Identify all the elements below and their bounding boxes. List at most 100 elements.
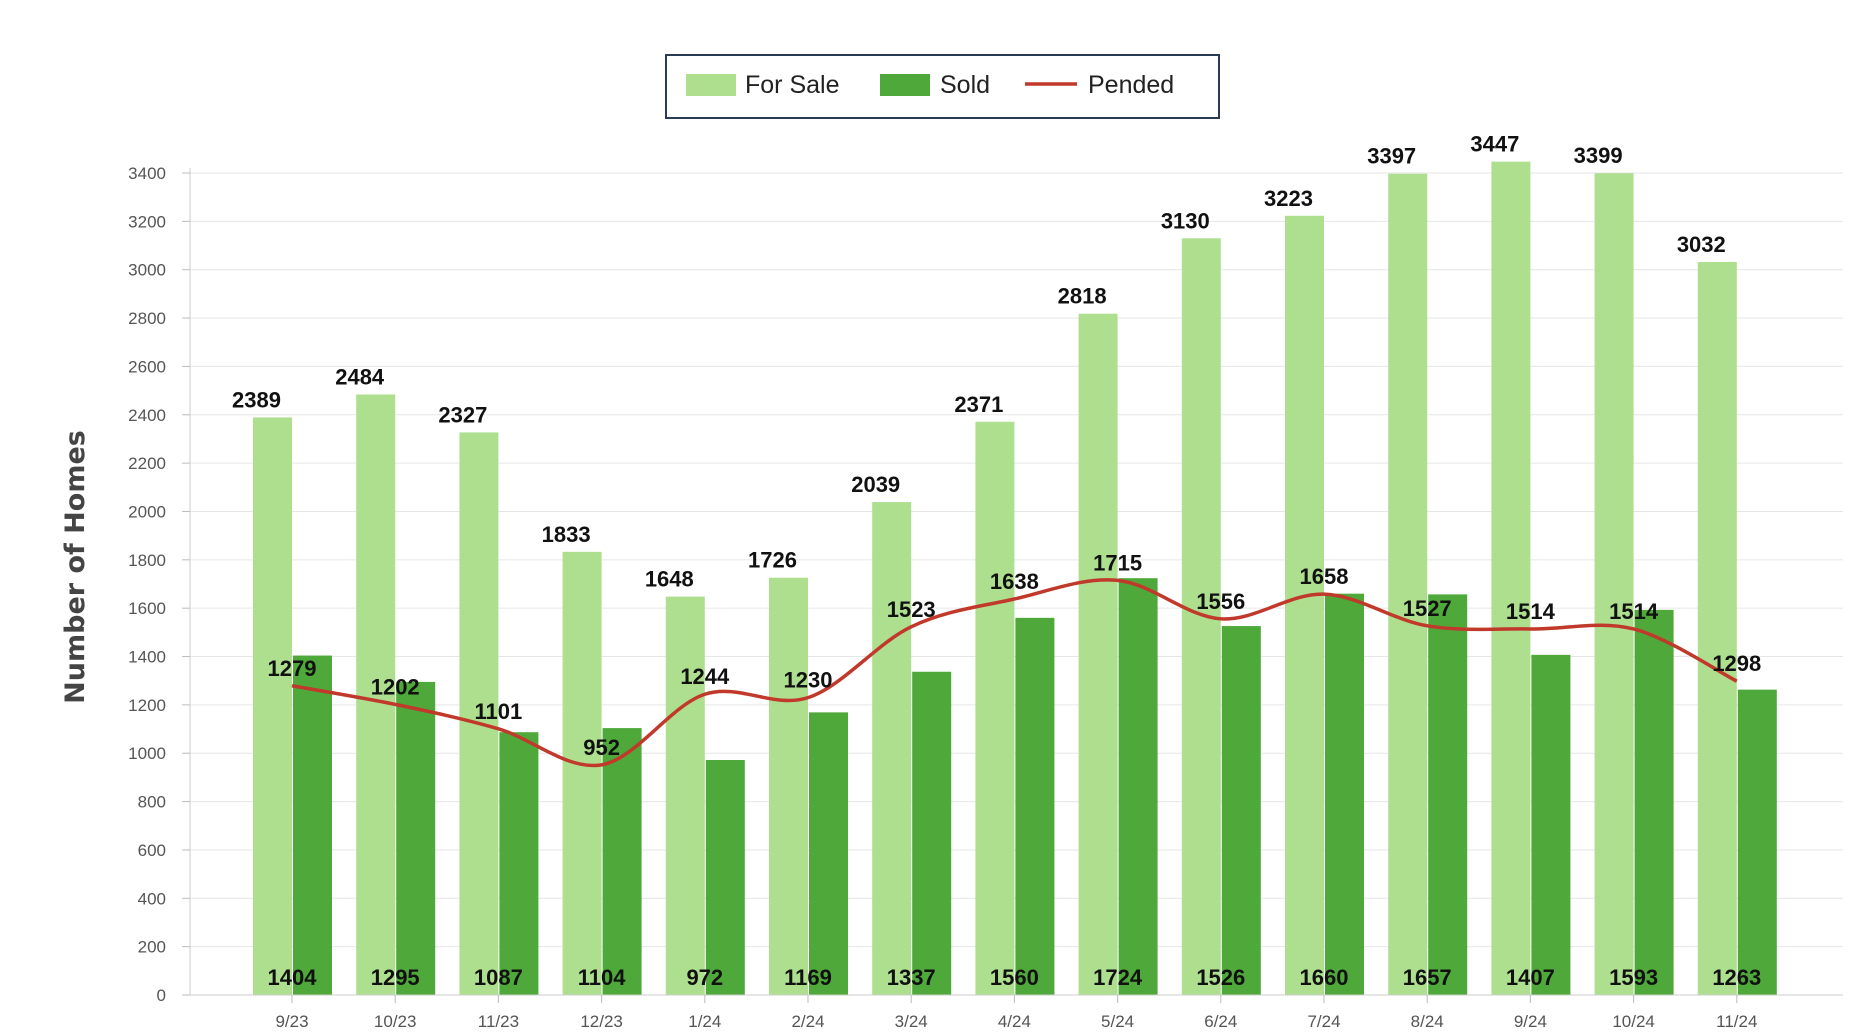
y-tick-label: 3400 xyxy=(128,164,166,183)
data-label-pended: 1514 xyxy=(1609,599,1659,624)
x-tick-label: 12/23 xyxy=(580,1012,623,1031)
data-label-for-sale: 3397 xyxy=(1367,144,1416,169)
legend-box xyxy=(665,54,1220,119)
data-label-for-sale: 3130 xyxy=(1161,208,1210,233)
data-labels: 2389 1404 2484 1295 2327 1087 1833 1104 1648 972 1… xyxy=(232,132,1761,990)
data-label-pended: 1230 xyxy=(784,668,833,693)
data-label-pended: 1279 xyxy=(268,656,317,681)
data-label-pended: 1523 xyxy=(887,597,936,622)
y-tick-label: 2400 xyxy=(128,406,166,425)
bar-for-sale xyxy=(356,394,396,995)
x-tick-label: 7/24 xyxy=(1307,1012,1340,1031)
x-axis: 9/23 10/23 11/23 12/23 1/24 2/24 3/24 4/24 5/24 6… xyxy=(190,994,1843,1031)
x-tick-label: 6/24 xyxy=(1204,1012,1237,1031)
data-label-sold: 1407 xyxy=(1506,965,1555,990)
data-label-sold: 1169 xyxy=(784,965,832,990)
x-tick-label: 2/24 xyxy=(791,1012,824,1031)
data-label-for-sale: 3032 xyxy=(1677,232,1726,257)
bar-for-sale xyxy=(562,551,602,995)
bar-for-sale xyxy=(1078,313,1118,996)
y-tick-label: 2000 xyxy=(128,502,166,521)
data-label-pended: 1658 xyxy=(1300,564,1349,589)
bar-for-sale xyxy=(975,421,1015,995)
data-label-pended: 1715 xyxy=(1093,550,1142,575)
data-label-sold: 1526 xyxy=(1196,965,1245,990)
x-tick-label: 4/24 xyxy=(998,1012,1031,1031)
data-label-pended: 1244 xyxy=(680,664,730,689)
data-label-pended: 1514 xyxy=(1506,599,1556,624)
bar-sold xyxy=(1015,617,1055,995)
bar-sold xyxy=(602,728,642,995)
data-label-pended: 1638 xyxy=(990,569,1039,594)
x-tick-label: 11/23 xyxy=(478,1012,519,1031)
bar-sold xyxy=(1531,654,1571,995)
data-label-sold: 1295 xyxy=(371,965,420,990)
x-tick-label: 10/23 xyxy=(374,1012,417,1031)
x-tick-label: 1/24 xyxy=(688,1012,721,1031)
y-tick-label: 1000 xyxy=(128,744,166,763)
x-tick-label: 11/24 xyxy=(1716,1012,1757,1031)
data-label-pended: 1298 xyxy=(1712,651,1761,676)
pended-line xyxy=(291,578,1738,768)
bar-sold xyxy=(499,732,539,995)
data-label-sold: 1660 xyxy=(1300,965,1349,990)
y-axis-label: Number of Homes xyxy=(60,430,91,704)
data-label-pended: 952 xyxy=(583,735,620,760)
bar-for-sale xyxy=(1697,261,1737,995)
y-tick-label: 1800 xyxy=(128,551,166,570)
bars xyxy=(253,161,1777,996)
bar-for-sale xyxy=(1285,215,1324,995)
x-tick-label: 10/24 xyxy=(1612,1012,1655,1031)
y-tick-label: 3200 xyxy=(128,212,166,231)
data-label-for-sale: 2327 xyxy=(438,402,487,427)
data-label-sold: 972 xyxy=(686,965,723,990)
data-label-sold: 1724 xyxy=(1093,965,1143,990)
y-tick-label: 2600 xyxy=(128,357,166,376)
bar-sold xyxy=(1428,594,1468,995)
bar-for-sale xyxy=(769,577,808,995)
data-label-for-sale: 2039 xyxy=(851,472,900,497)
data-label-pended: 1101 xyxy=(475,699,523,724)
data-label-sold: 1404 xyxy=(268,965,318,990)
y-tick-label: 1600 xyxy=(128,599,166,618)
y-tick-label: 2200 xyxy=(128,454,166,473)
y-tick-label: 1400 xyxy=(128,648,166,667)
legend-swatch-for-sale xyxy=(686,74,736,96)
bar-for-sale xyxy=(459,432,499,995)
bar-sold xyxy=(293,655,332,995)
y-tick-label: 1200 xyxy=(128,696,166,715)
x-tick-label: 3/24 xyxy=(895,1012,928,1031)
bar-for-sale xyxy=(1491,161,1531,995)
data-label-for-sale: 1726 xyxy=(748,548,797,573)
y-tick-label: 200 xyxy=(138,938,166,957)
y-tick-label: 800 xyxy=(138,793,166,812)
y-tick-label: 2800 xyxy=(128,309,166,328)
data-label-sold: 1593 xyxy=(1609,965,1658,990)
data-label-sold: 1263 xyxy=(1712,965,1761,990)
pended-line-path xyxy=(291,578,1738,768)
bar-for-sale xyxy=(1594,173,1634,995)
data-label-for-sale: 2371 xyxy=(954,392,1003,417)
bar-sold xyxy=(1118,578,1158,995)
x-tick-label: 5/24 xyxy=(1101,1012,1134,1031)
bar-sold xyxy=(396,681,436,995)
data-label-sold: 1087 xyxy=(474,965,523,990)
x-tick-label: 8/24 xyxy=(1411,1012,1444,1031)
data-label-for-sale: 2818 xyxy=(1058,284,1107,309)
y-tick-label: 0 xyxy=(157,986,166,1005)
data-label-pended: 1556 xyxy=(1196,589,1245,614)
data-label-sold: 1337 xyxy=(887,965,936,990)
bar-sold xyxy=(809,712,848,995)
data-label-pended: 1202 xyxy=(371,674,420,699)
data-label-for-sale: 3447 xyxy=(1470,132,1519,157)
bar-for-sale xyxy=(1388,173,1428,996)
bar-for-sale xyxy=(872,502,912,995)
bar-sold xyxy=(1634,609,1674,995)
data-label-for-sale: 1648 xyxy=(645,567,694,592)
data-label-for-sale: 2389 xyxy=(232,387,281,412)
bar-sold xyxy=(1221,626,1261,995)
legend-swatch-sold xyxy=(880,74,930,96)
data-label-for-sale: 1833 xyxy=(542,522,591,547)
bar-sold xyxy=(1737,689,1777,995)
